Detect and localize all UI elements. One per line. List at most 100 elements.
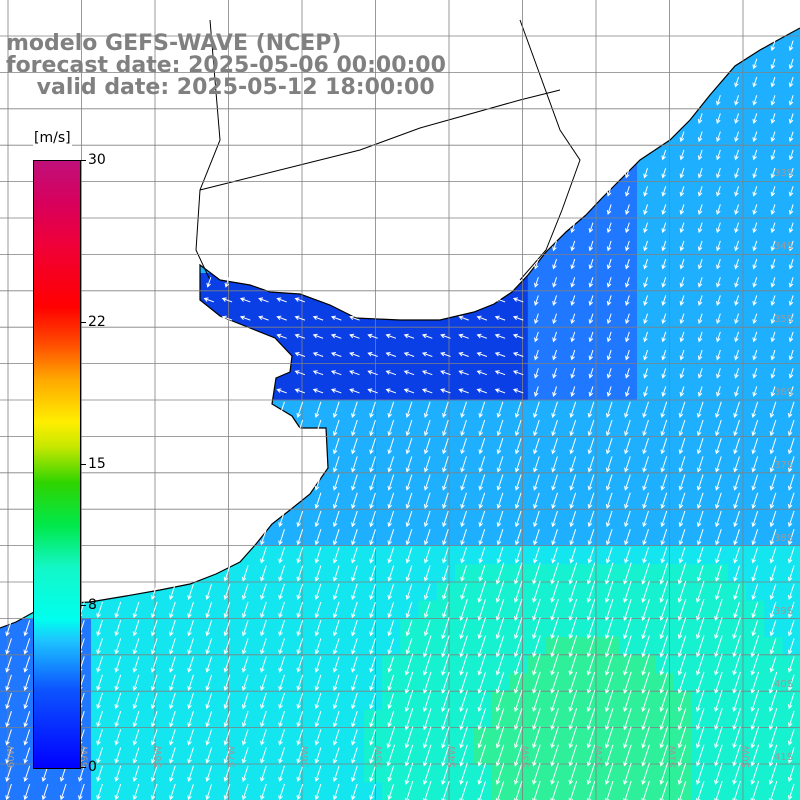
wind-arrow: [695, 744, 705, 767]
wind-arrow: [641, 635, 650, 658]
wind-arrow: [351, 492, 358, 509]
wind-arrow: [330, 388, 342, 394]
wind-arrow: [387, 474, 395, 491]
wind-arrow: [405, 401, 413, 418]
wind-arrow: [369, 601, 376, 619]
wind-arrow: [734, 167, 740, 179]
wind-arrow: [716, 295, 721, 306]
wind-arrow: [697, 295, 703, 306]
wind-arrow: [476, 333, 488, 339]
wind-arrow: [716, 95, 721, 106]
wind-arrow: [695, 653, 705, 676]
wind-arrow: [661, 313, 667, 325]
wind-arrow: [150, 711, 158, 728]
wind-arrow: [404, 780, 414, 800]
wind-arrow: [588, 386, 594, 397]
wind-arrow: [659, 598, 669, 622]
wind-arrow: [330, 351, 342, 357]
wind-arrow: [132, 765, 140, 782]
wind-arrow: [494, 388, 506, 394]
wind-arrow: [769, 529, 777, 546]
wind-arrow: [716, 222, 721, 234]
wind-arrow: [278, 547, 285, 564]
wind-arrow: [114, 765, 122, 782]
wind-arrow: [421, 370, 433, 376]
wind-arrow: [532, 635, 541, 658]
wind-arrow: [223, 601, 231, 619]
wind-arrow: [550, 780, 559, 800]
wind-arrow: [532, 780, 541, 800]
wind-arrow: [661, 258, 667, 270]
wind-arrow: [369, 529, 376, 546]
wind-arrow: [223, 656, 231, 673]
wind-arrow: [624, 529, 631, 546]
wind-arrow: [696, 401, 704, 418]
wind-arrow: [550, 689, 559, 713]
wind-arrow: [714, 598, 723, 622]
wind-arrow: [733, 492, 740, 509]
wind-arrow: [512, 388, 524, 394]
wind-arrow: [643, 240, 649, 252]
wind-arrow: [552, 258, 558, 270]
wind-arrow: [695, 780, 705, 800]
wind-arrow: [641, 617, 650, 640]
wind-arrow: [442, 438, 449, 455]
wind-arrow: [351, 656, 358, 673]
wind-arrow: [332, 601, 340, 619]
wind-arrow: [114, 692, 122, 710]
wind-arrow: [606, 368, 612, 379]
wind-arrow: [423, 510, 431, 528]
wind-arrow: [625, 240, 630, 252]
wind-arrow: [769, 620, 777, 637]
wind-arrow: [96, 601, 103, 619]
wind-arrow: [187, 729, 194, 746]
wind-arrow: [606, 240, 612, 252]
wind-arrow: [314, 474, 322, 491]
wind-arrow: [733, 565, 740, 582]
wind-arrow: [442, 456, 449, 473]
wind-arrow: [278, 656, 285, 673]
wind-arrow: [751, 401, 759, 418]
wind-arrow: [241, 565, 249, 582]
wind-arrow: [423, 583, 431, 600]
latitude-label: 34S: [774, 241, 793, 252]
wind-arrow: [260, 747, 267, 764]
wind-arrow: [349, 315, 360, 321]
wind-arrow: [787, 565, 795, 582]
wind-arrow: [423, 620, 431, 637]
wind-arrow: [405, 456, 413, 473]
wind-arrow: [458, 315, 469, 321]
wind-arrow: [534, 258, 539, 270]
wind-arrow: [659, 653, 669, 676]
wind-arrow: [568, 708, 578, 731]
wind-arrow: [734, 368, 740, 379]
wind-arrow: [187, 765, 194, 782]
wind-arrow: [441, 635, 450, 658]
wind-arrow: [332, 729, 340, 746]
wind-arrow: [223, 711, 231, 728]
wind-arrow: [314, 565, 322, 582]
wind-arrow: [387, 492, 395, 509]
wind-arrow: [586, 635, 596, 658]
wind-arrow: [623, 671, 632, 694]
wind-arrow: [750, 744, 760, 767]
wind-arrow: [624, 510, 631, 528]
wind-arrow: [752, 313, 758, 325]
wind-arrow: [788, 240, 794, 252]
wind-arrow: [403, 333, 415, 339]
wind-arrow: [440, 351, 451, 357]
wind-arrow: [768, 744, 778, 767]
wind-arrow: [697, 240, 703, 252]
wind-arrow: [642, 419, 649, 437]
wind-arrow: [586, 562, 596, 585]
wind-arrow: [513, 689, 523, 713]
wind-arrow: [260, 529, 267, 546]
wind-arrow: [386, 726, 396, 749]
wind-arrow: [768, 708, 778, 731]
wind-arrow: [278, 620, 285, 637]
wind-arrow: [568, 562, 578, 585]
wind-arrow: [132, 729, 140, 746]
wind-arrow: [478, 565, 486, 582]
wind-arrow: [478, 419, 486, 437]
